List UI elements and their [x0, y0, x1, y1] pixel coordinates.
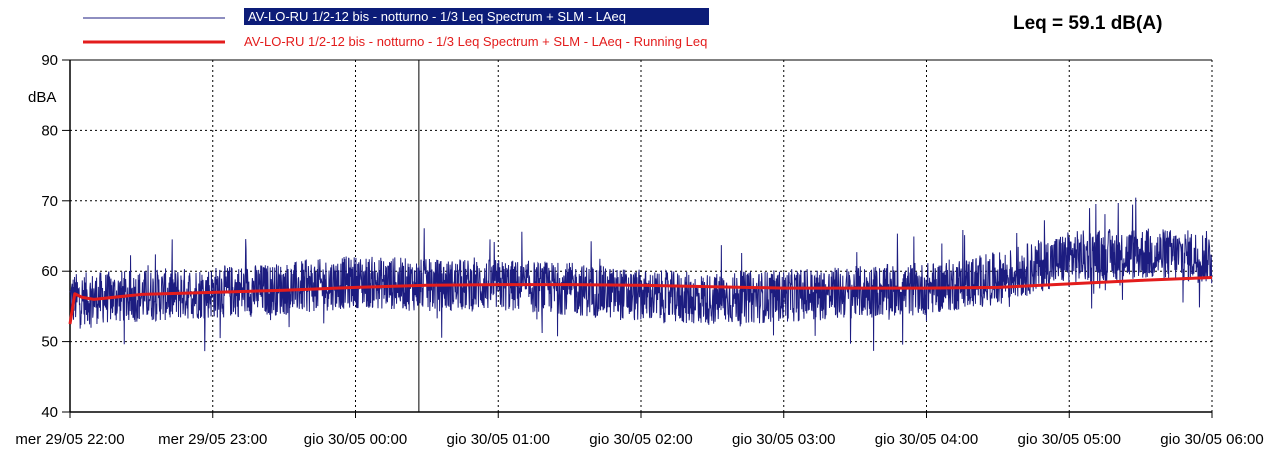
- x-tick-label: mer 29/05 22:00: [15, 431, 124, 448]
- legend-label-highlight: [244, 8, 709, 25]
- series-laeq: [69, 197, 1213, 352]
- x-tick-label: gio 30/05 00:00: [304, 431, 407, 448]
- x-tick-label: gio 30/05 04:00: [875, 431, 978, 448]
- series-running-leq-line: [68, 276, 1213, 325]
- x-tick-label: mer 29/05 23:00: [158, 431, 267, 448]
- y-tick-label: 40: [41, 404, 58, 421]
- y-tick-label: 90: [41, 52, 58, 69]
- legend-label-running-leq: AV-LO-RU 1/2-12 bis - notturno - 1/3 Leq…: [244, 34, 707, 49]
- x-tick-label: gio 30/05 05:00: [1018, 431, 1121, 448]
- y-tick-label: 80: [41, 122, 58, 139]
- y-tick-label: 70: [41, 193, 58, 210]
- grid: [70, 60, 1213, 412]
- leq-readout: Leq = 59.1 dB(A): [1013, 13, 1163, 34]
- x-tick-label: gio 30/05 02:00: [589, 431, 692, 448]
- x-tick-label: gio 30/05 06:00: [1160, 431, 1263, 448]
- x-tick-label: gio 30/05 03:00: [732, 431, 835, 448]
- axes: 40 50 60 70 80 90 mer 29/05 22:00 mer 29/05 23:…: [15, 52, 1263, 448]
- series-running-leq: [68, 276, 1213, 325]
- x-tick-label: gio 30/05 01:00: [447, 431, 550, 448]
- y-tick-label: 60: [41, 263, 58, 280]
- y-tick-label: 50: [41, 334, 58, 351]
- legend: AV-LO-RU 1/2-12 bis - notturno - 1/3 Leq…: [83, 8, 709, 49]
- legend-label-laeq: AV-LO-RU 1/2-12 bis - notturno - 1/3 Leq…: [248, 9, 626, 24]
- series-laeq-line: [69, 197, 1213, 352]
- y-axis-label: dBA: [28, 89, 56, 106]
